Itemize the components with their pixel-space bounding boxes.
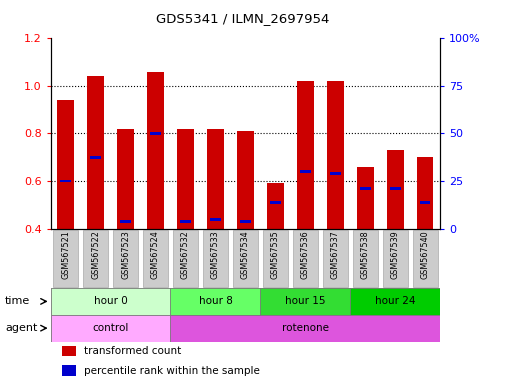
Text: GSM567535: GSM567535	[270, 230, 279, 279]
Bar	[62, 366, 76, 376]
FancyBboxPatch shape	[170, 315, 439, 341]
Text: GSM567538: GSM567538	[360, 230, 369, 279]
Text: agent: agent	[5, 323, 37, 333]
FancyBboxPatch shape	[170, 288, 260, 315]
FancyBboxPatch shape	[260, 288, 349, 315]
Text: GSM567536: GSM567536	[300, 230, 309, 279]
Bar	[117, 129, 133, 228]
Text: GSM567522: GSM567522	[91, 230, 100, 279]
Text: GDS5341 / ILMN_2697954: GDS5341 / ILMN_2697954	[156, 12, 329, 25]
FancyBboxPatch shape	[83, 230, 108, 287]
Bar	[360, 187, 370, 190]
Bar	[326, 81, 343, 228]
Bar	[270, 201, 280, 204]
Bar	[150, 132, 161, 135]
FancyBboxPatch shape	[53, 230, 78, 287]
Bar	[237, 131, 253, 228]
Text: time: time	[5, 296, 30, 306]
Bar	[60, 180, 71, 182]
Bar	[90, 156, 100, 159]
Text: GSM567540: GSM567540	[420, 230, 429, 279]
Bar	[62, 346, 76, 356]
FancyBboxPatch shape	[50, 288, 170, 315]
Text: hour 8: hour 8	[198, 296, 232, 306]
FancyBboxPatch shape	[352, 230, 377, 287]
FancyBboxPatch shape	[263, 230, 287, 287]
Text: GSM567539: GSM567539	[390, 230, 399, 279]
Text: transformed count: transformed count	[83, 346, 181, 356]
Bar	[419, 201, 430, 204]
Bar	[180, 220, 190, 223]
FancyBboxPatch shape	[143, 230, 168, 287]
Bar	[240, 220, 250, 223]
Bar	[147, 72, 164, 228]
FancyBboxPatch shape	[233, 230, 257, 287]
FancyBboxPatch shape	[50, 315, 170, 341]
Text: GSM567524: GSM567524	[150, 230, 160, 279]
Text: rotenone: rotenone	[281, 323, 328, 333]
Text: control: control	[92, 323, 128, 333]
FancyBboxPatch shape	[113, 230, 137, 287]
Text: GSM567537: GSM567537	[330, 230, 339, 279]
Bar	[296, 81, 313, 228]
FancyBboxPatch shape	[292, 230, 317, 287]
Bar	[57, 100, 74, 228]
Bar	[389, 187, 400, 190]
Text: percentile rank within the sample: percentile rank within the sample	[83, 366, 259, 376]
Text: hour 24: hour 24	[374, 296, 415, 306]
Bar	[210, 218, 220, 220]
Bar	[386, 150, 402, 228]
Text: GSM567521: GSM567521	[61, 230, 70, 279]
Text: GSM567523: GSM567523	[121, 230, 130, 279]
FancyBboxPatch shape	[203, 230, 227, 287]
Bar	[357, 167, 373, 228]
Bar	[120, 220, 130, 223]
FancyBboxPatch shape	[382, 230, 407, 287]
FancyBboxPatch shape	[173, 230, 197, 287]
Text: hour 0: hour 0	[93, 296, 127, 306]
Bar	[416, 157, 433, 228]
FancyBboxPatch shape	[322, 230, 347, 287]
Bar	[177, 129, 193, 228]
Text: GSM567532: GSM567532	[181, 230, 189, 279]
Text: GSM567534: GSM567534	[240, 230, 249, 279]
Text: GSM567533: GSM567533	[211, 230, 220, 279]
Bar	[87, 76, 104, 228]
FancyBboxPatch shape	[349, 288, 439, 315]
Bar	[329, 172, 340, 175]
Bar	[299, 170, 310, 173]
FancyBboxPatch shape	[412, 230, 437, 287]
Bar	[207, 129, 223, 228]
Text: hour 15: hour 15	[284, 296, 325, 306]
Bar	[267, 184, 283, 228]
